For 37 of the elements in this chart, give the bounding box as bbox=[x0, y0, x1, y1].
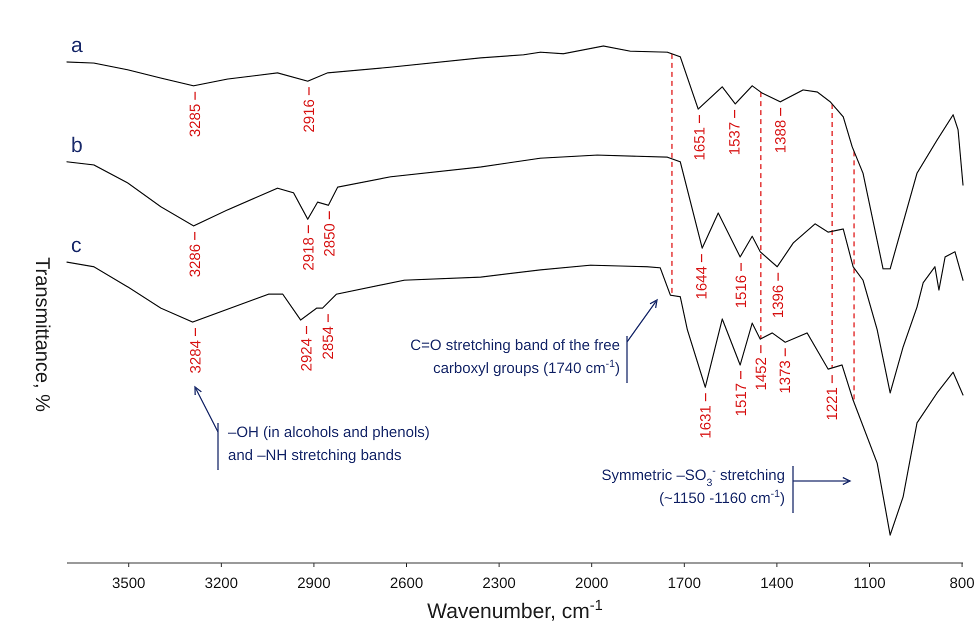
x-tick-label: 2900 bbox=[297, 575, 331, 592]
x-tick-label: 3500 bbox=[112, 575, 146, 592]
annotation: 1221 bbox=[824, 387, 842, 420]
x-tick-label: 1400 bbox=[760, 575, 794, 592]
annotation: 1388 bbox=[772, 120, 790, 154]
annotation: 3286 bbox=[186, 244, 204, 278]
annotation: 3285 bbox=[187, 104, 204, 138]
x-tick-label: 800 bbox=[950, 575, 975, 592]
annotation: 1644 bbox=[694, 266, 711, 300]
x-tick-label: 2300 bbox=[482, 575, 516, 592]
series-label: b bbox=[71, 134, 83, 157]
annotation: 1452 bbox=[752, 357, 770, 391]
annotation: 1517 bbox=[732, 382, 750, 416]
annotation: 3284 bbox=[187, 340, 204, 374]
x-tick-label: 2000 bbox=[575, 575, 608, 592]
annotation: 2850 bbox=[321, 223, 338, 257]
annotation: 2916 bbox=[300, 99, 318, 133]
x-tick-label: 1700 bbox=[668, 575, 701, 592]
x-axis-title: Wavenumber, cm$^{-1}$ bbox=[427, 598, 603, 623]
x-tick-label: 2600 bbox=[390, 575, 424, 592]
x-tick-label: 3200 bbox=[204, 575, 238, 592]
annotation: 1373 bbox=[777, 360, 794, 394]
y-axis-title: Transmittance, % bbox=[31, 257, 53, 412]
annotation: C=O stretching band of the free carboxyl groups (1740 cm$^{-1}$) bbox=[410, 337, 620, 377]
annotation: 2854 bbox=[320, 326, 338, 360]
annotation: 1516 bbox=[733, 274, 750, 308]
annotation: 1651 bbox=[691, 127, 708, 160]
annotation: –OH (in alcohols and phenols) and –NH stretching bands bbox=[228, 424, 430, 464]
annotation: 1537 bbox=[726, 122, 744, 156]
annotation: 1396 bbox=[770, 284, 788, 318]
annotation: 2924 bbox=[298, 338, 316, 372]
annotation: Symmetric –SO$_{3}$$^{-}$ stretching (~1150 -1160 cm$^{-1}$) bbox=[601, 465, 785, 507]
x-tick-label: 1100 bbox=[853, 575, 886, 592]
annotation: 1631 bbox=[698, 405, 715, 439]
series-label: a bbox=[71, 34, 83, 58]
series-label: c bbox=[71, 234, 82, 258]
annotation: 2918 bbox=[300, 237, 318, 271]
